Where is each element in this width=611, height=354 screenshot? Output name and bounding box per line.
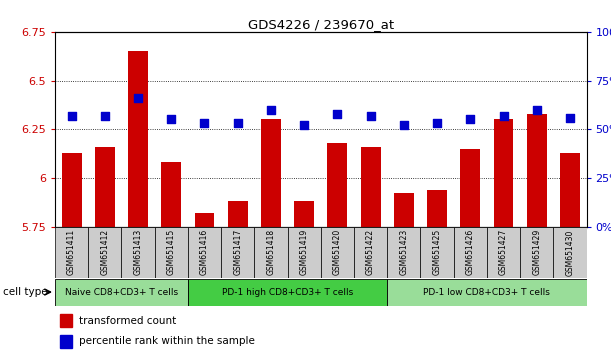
Bar [420,227,453,278]
Text: GSM651411: GSM651411 [67,229,76,275]
Bar [520,227,554,278]
Bar [560,153,580,354]
Bar [427,189,447,354]
Bar [88,227,122,278]
Bar [62,153,82,354]
Text: GSM651425: GSM651425 [433,229,442,275]
Text: GSM651430: GSM651430 [565,229,574,275]
Bar [128,51,148,354]
Bar [327,143,347,354]
Point [233,120,243,126]
Text: transformed count: transformed count [79,316,176,326]
Bar [261,119,281,354]
Text: GSM651429: GSM651429 [532,229,541,275]
Text: GSM651427: GSM651427 [499,229,508,275]
Bar [221,227,254,278]
Point [166,117,176,122]
Bar [60,335,72,348]
Text: GSM651422: GSM651422 [366,229,375,275]
Point [499,113,508,118]
Text: GSM651417: GSM651417 [233,229,242,275]
Text: GSM651415: GSM651415 [167,229,176,275]
Point [67,113,76,118]
Bar [387,279,587,306]
Bar [360,147,381,354]
Text: GSM651416: GSM651416 [200,229,209,275]
Title: GDS4226 / 239670_at: GDS4226 / 239670_at [247,18,394,31]
Bar [60,314,72,327]
Text: PD-1 high CD8+CD3+ T cells: PD-1 high CD8+CD3+ T cells [222,288,353,297]
Bar [288,227,321,278]
Bar [295,201,314,354]
Text: Naive CD8+CD3+ T cells: Naive CD8+CD3+ T cells [65,288,178,297]
Bar [527,114,547,354]
Point [565,115,575,120]
Bar [228,201,247,354]
Text: GSM651426: GSM651426 [466,229,475,275]
Text: cell type: cell type [3,287,48,297]
Point [332,111,342,116]
Point [200,120,210,126]
Point [100,113,110,118]
Point [299,122,309,128]
Bar [394,193,414,354]
Text: GSM651418: GSM651418 [266,229,276,275]
Point [366,113,376,118]
Text: GSM651420: GSM651420 [333,229,342,275]
Bar [354,227,387,278]
Point [266,107,276,113]
Bar [122,227,155,278]
Bar [460,149,480,354]
Point [432,120,442,126]
Bar [155,227,188,278]
Text: GSM651413: GSM651413 [134,229,142,275]
Text: PD-1 low CD8+CD3+ T cells: PD-1 low CD8+CD3+ T cells [423,288,551,297]
Text: GSM651412: GSM651412 [100,229,109,275]
Text: GSM651423: GSM651423 [400,229,408,275]
Bar [161,162,181,354]
Bar [95,147,115,354]
Point [466,117,475,122]
Bar [387,227,420,278]
Bar [554,227,587,278]
Bar [194,213,214,354]
Bar [188,227,221,278]
Text: GSM651419: GSM651419 [299,229,309,275]
Point [532,107,541,113]
Bar [487,227,520,278]
Bar [254,227,288,278]
Bar [55,279,188,306]
Bar [188,279,387,306]
Bar [321,227,354,278]
Point [133,95,143,101]
Text: percentile rank within the sample: percentile rank within the sample [79,336,255,346]
Bar [55,227,88,278]
Point [399,122,409,128]
Bar [453,227,487,278]
Bar [494,119,513,354]
